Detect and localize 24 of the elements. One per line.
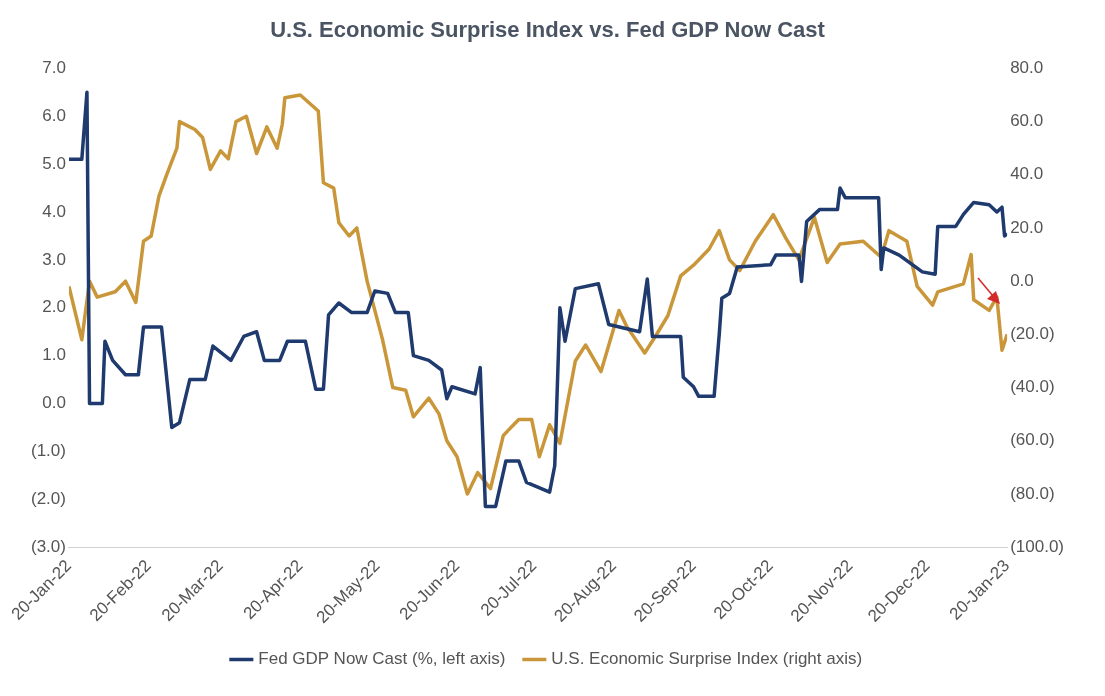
y2-tick-label: 60.0 [1010,111,1044,131]
y2-tick-label: 20.0 [1010,217,1044,237]
y2-tick-label: (100.0) [1010,536,1065,556]
y-tick-label: (3.0) [30,536,66,556]
y2-tick-label: (20.0) [1010,324,1055,344]
y-tick-label: (2.0) [30,488,66,508]
y2-tick-label: 0.0 [1010,270,1034,290]
y-tick-label: (1.0) [30,441,66,461]
y2-tick-label: (40.0) [1010,377,1055,397]
chart-title: U.S. Economic Surprise Index vs. Fed GDP Now Cast [270,17,826,43]
y-tick-label: 5.0 [42,153,66,173]
y2-tick-label: (80.0) [1010,483,1055,503]
y-tick-label: 0.0 [42,393,66,413]
y2-tick-label: (60.0) [1010,430,1055,450]
y-tick-label: 1.0 [42,345,66,365]
y-tick-label: 6.0 [42,105,66,125]
legend-label: U.S. Economic Surprise Index (right axis) [551,649,863,669]
y-tick-label: 3.0 [42,249,66,269]
y-tick-label: 7.0 [42,58,66,78]
legend-label: Fed GDP Now Cast (%, left axis) [258,649,506,669]
y-tick-label: 4.0 [42,201,66,221]
y-tick-label: 2.0 [42,297,66,317]
y2-tick-label: 80.0 [1010,58,1044,78]
y2-tick-label: 40.0 [1010,164,1044,184]
